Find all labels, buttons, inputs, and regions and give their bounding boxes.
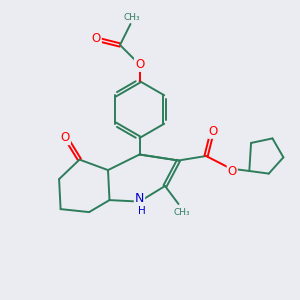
- Text: N: N: [135, 192, 144, 205]
- Text: O: O: [208, 125, 217, 138]
- Text: CH₃: CH₃: [124, 13, 140, 22]
- Text: O: O: [228, 165, 237, 178]
- Text: CH₃: CH₃: [173, 208, 190, 217]
- Text: H: H: [138, 206, 146, 216]
- Text: O: O: [92, 32, 101, 45]
- Text: O: O: [61, 131, 70, 144]
- Text: O: O: [135, 58, 144, 71]
